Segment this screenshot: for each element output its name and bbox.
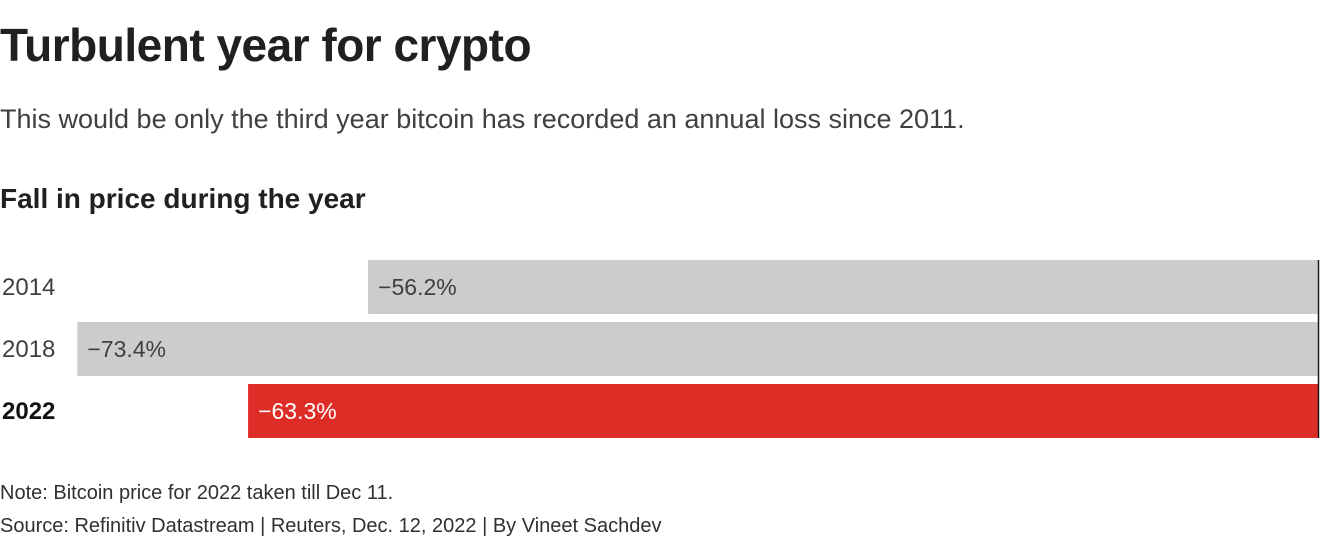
chart-title: Turbulent year for crypto (0, 19, 532, 71)
bar-2018 (77, 322, 1319, 376)
chart-note: Note: Bitcoin price for 2022 taken till … (0, 482, 394, 504)
value-label-2022: −63.3% (258, 398, 337, 424)
bar-chart: 2014 −56.2% 2018 −73.4% 2022 −63.3% (2, 260, 1320, 438)
chart-heading: Fall in price during the year (0, 183, 366, 214)
value-label-2014: −56.2% (378, 274, 457, 300)
bar-2022 (248, 384, 1318, 438)
category-label-2014: 2014 (2, 274, 55, 301)
chart-source: Source: Refinitiv Datastream | Reuters, … (0, 515, 662, 537)
chart-subtitle: This would be only the third year bitcoi… (0, 104, 965, 134)
category-label-2022: 2022 (2, 398, 55, 425)
category-label-2018: 2018 (2, 336, 55, 363)
value-label-2018: −73.4% (87, 336, 166, 362)
bar-2014 (368, 260, 1319, 314)
